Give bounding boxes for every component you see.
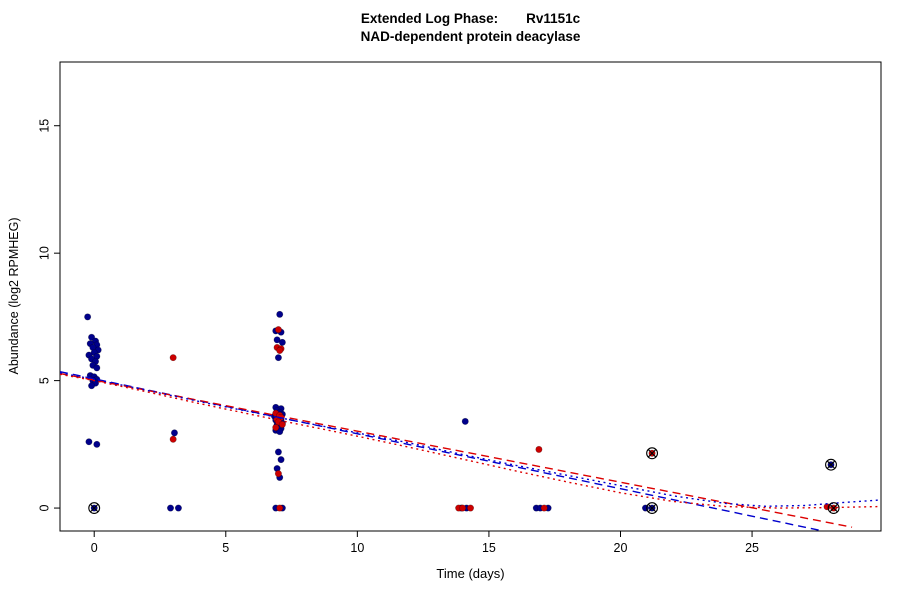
blue-point [93,364,101,372]
flag-circle-icon [646,502,659,515]
chart-subtitle: NAD-dependent protein deacylase [360,29,581,44]
y-axis: 0 5 10 15 [37,119,60,512]
red-point [459,504,467,512]
x-tick-label: 25 [745,541,759,555]
chart-title: Extended Log Phase: Rv1151c [60,10,881,27]
y-tick-label: 10 [37,246,51,260]
x-tick-label: 20 [614,541,628,555]
red-point [278,420,286,428]
blue-point [84,313,92,321]
y-axis-label: Abundance (log2 RPMHEG) [7,217,21,375]
blue-point [88,382,96,390]
red-point [274,326,282,334]
blue-point [274,448,282,456]
flagged-points-layer [88,447,840,515]
flag-circle-icon [827,502,840,515]
linear-fit-red [60,372,853,528]
red-point [276,504,284,512]
x-tick-label: 5 [222,541,229,555]
blue-point [277,456,285,464]
blue-point [174,504,182,512]
blue-point [273,336,281,344]
title-gene: Rv1151c [526,11,581,26]
red-point [540,504,548,512]
blue-point [276,428,284,436]
points-layer [84,310,831,512]
flag-circle-icon [825,458,837,471]
red-point [535,445,543,453]
y-tick-label: 5 [37,377,51,384]
blue-point [274,354,282,362]
red-point [466,504,474,512]
y-tick-label: 0 [37,505,51,512]
blue-point [93,440,101,448]
red-point [276,347,284,355]
blue-point [167,504,175,512]
x-tick-label: 10 [350,541,364,555]
blue-point [461,417,469,425]
blue-point [88,333,96,341]
x-axis-label: Time (days) [436,566,505,581]
title-prefix: Extended Log Phase: [360,11,499,26]
x-axis: 0 5 10 15 20 25 [91,531,759,555]
flag-circle-icon [88,502,101,515]
x-tick-label: 15 [482,541,496,555]
red-point [272,424,280,432]
fit-lines-layer [60,371,881,531]
y-tick-label: 15 [37,119,51,133]
blue-point [170,429,178,437]
linear-fit-blue [60,371,824,531]
blue-point [276,310,284,318]
smooth-fit-red [60,373,881,509]
plot-frame [59,61,882,532]
flag-circle-icon [646,447,659,460]
red-point [274,470,282,478]
smooth-fit-blue [60,372,881,507]
blue-point [278,338,286,346]
red-point [169,354,177,362]
x-tick-label: 0 [91,541,98,555]
blue-point [85,438,93,446]
red-point [169,435,177,443]
